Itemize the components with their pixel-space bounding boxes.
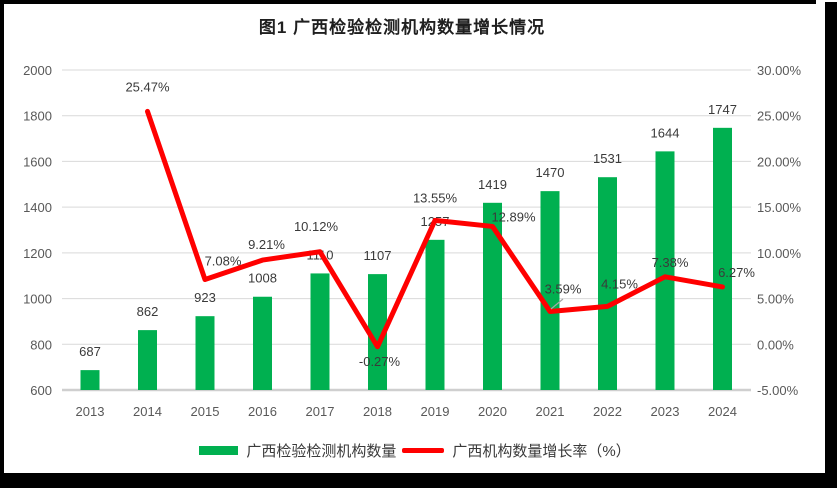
left-axis-tick-label: 1400 [23,200,52,215]
line-point-label: 3.59% [545,281,582,296]
legend-label-bar-series: 广西检验检测机构数量 [246,442,397,460]
bar-2021 [540,191,560,390]
x-tick-label: 2024 [708,404,737,419]
frame-border-right [825,2,837,488]
bar-value-label: 1470 [536,165,565,180]
bar-2019 [425,239,445,390]
right-axis-tick-label: -5.00% [757,383,799,398]
legend-item-bar-series: 广西检验检测机构数量 [199,440,396,461]
right-axis-tick-label: 20.00% [757,154,802,169]
left-axis-tick-label: 2000 [23,63,52,78]
left-axis-tick-label: 1600 [23,154,52,169]
x-tick-label: 2019 [421,404,450,419]
bar-value-label: 923 [194,290,216,305]
legend-item-line-series: 广西机构数量增长率（%） [402,440,631,461]
left-axis-tick-label: 600 [30,383,52,398]
x-tick-label: 2015 [191,404,220,419]
bar-2017 [310,273,330,390]
bar-value-label: 1747 [708,102,737,117]
line-point-label: 10.12% [294,219,339,234]
bar-2020 [483,202,502,390]
x-tick-label: 2023 [651,404,680,419]
x-tick-label: 2017 [306,404,335,419]
plot-area: 600 800 1000 1200 1400 1600 1800 2000 -5.00% 0.00… [23,63,801,419]
right-axis-tick-label: 5.00% [757,292,794,307]
x-tick-label: 2018 [363,404,392,419]
x-tick-label: 2022 [593,404,622,419]
right-axis-tick-label: 25.00% [757,109,802,124]
line-point-label: 6.27% [718,265,755,280]
frame-border-top [0,0,816,4]
x-tick-label: 2020 [478,404,507,419]
bar-2024 [713,127,732,390]
bar-value-label: 1107 [364,248,392,263]
left-axis-tick-label: 1800 [23,109,52,124]
bar-value-label: 1419 [478,177,507,192]
left-axis-tick-label: 1000 [23,292,52,307]
x-tick-label: 2021 [536,404,565,419]
bar-2013 [80,370,100,390]
line-point-label: 7.38% [652,255,689,270]
x-tick-label: 2013 [76,404,105,419]
chart-title: 图1 广西检验检测机构数量增长情况 [258,18,546,37]
bar-value-label: 1531 [593,151,622,166]
x-tick-label: 2016 [248,404,277,419]
bar-2023 [655,151,675,390]
bar-2014 [138,330,157,390]
growth-rate-line [145,108,725,350]
line-point-label: 25.47% [125,79,170,94]
line-point-label: 12.89% [491,209,536,224]
label-leader-line [550,298,564,310]
x-tick-label: 2014 [133,404,162,419]
bar-2015 [195,316,215,390]
left-axis-tick-label: 800 [30,337,52,352]
left-axis-tick-label: 1200 [23,246,52,261]
legend: 广西检验检测机构数量 广西机构数量增长率（%） [0,440,830,461]
frame-border-left [0,0,4,488]
bar-2022 [598,177,617,390]
bar-value-label: 1644 [651,125,680,140]
line-point-label: 13.55% [413,190,458,205]
line-point-label: 9.21% [248,237,285,252]
line-point-label: 4.15% [601,276,638,291]
bar-2018 [368,274,387,390]
bar-2016 [253,296,272,390]
line-point-label: 7.08% [205,254,242,269]
bar-value-label: 1008 [248,271,277,286]
right-axis-tick-label: 10.00% [757,246,802,261]
bar-series-swatch [199,445,239,455]
right-axis-tick-label: 30.00% [757,63,802,78]
line-series-swatch [402,447,445,453]
bar-value-label: 862 [137,304,159,319]
right-axis-tick-label: 15.00% [757,200,802,215]
legend-label-line-series: 广西机构数量增长率（%） [452,442,631,460]
right-axis-tick-label: 0.00% [757,337,794,352]
frame-border-bottom [0,473,837,488]
line-point-label: -0.27% [359,354,401,369]
bar-value-label: 687 [79,344,101,359]
